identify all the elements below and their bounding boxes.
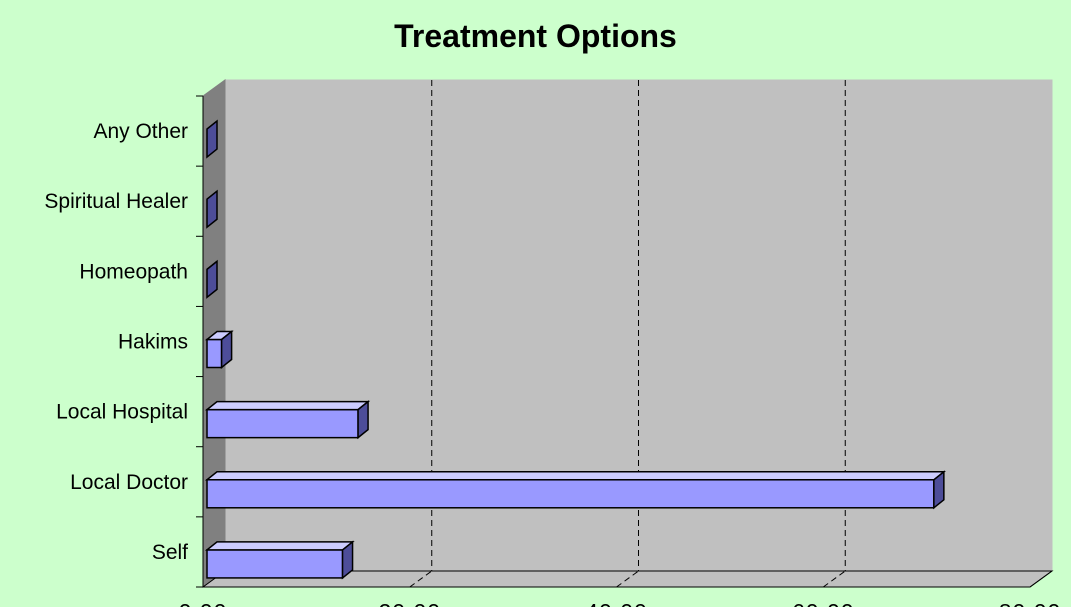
x-tick-label: 80.00 [999,599,1062,607]
category-label: Hakims [118,331,188,354]
bar-side-1 [933,470,945,510]
bar-side-2 [357,400,369,440]
bar-3 [206,338,223,369]
bar-side-6 [206,119,218,159]
bar-side-0 [341,540,354,580]
category-label: Homeopath [79,260,188,283]
bar-top-0 [204,541,355,551]
x-tick-label: 0.00 [179,599,228,607]
category-label: Self [152,541,188,564]
bar-0 [206,549,344,579]
category-label: Local Hospital [56,401,188,424]
bar-top-1 [204,471,946,481]
bar-side-5 [206,189,218,229]
x-tick-label: 60.00 [792,599,855,607]
category-label: Local Doctor [70,471,188,494]
category-label: Any Other [93,120,188,143]
category-label: Spiritual Healer [44,190,188,213]
bar-side-4 [206,259,218,299]
floor-right-edge [1029,570,1053,588]
bar-side-3 [220,329,233,370]
x-tick-label: 40.00 [585,599,648,607]
chart-title: Treatment Options [394,18,677,54]
bar-1 [206,479,935,509]
gridline-floor-3 [822,570,846,588]
x-tick-label: 20.00 [378,599,441,607]
gridline-floor-1 [409,570,433,588]
bar-2 [206,408,359,439]
bar-top-2 [204,400,371,411]
gridline-floor-2 [616,570,639,588]
